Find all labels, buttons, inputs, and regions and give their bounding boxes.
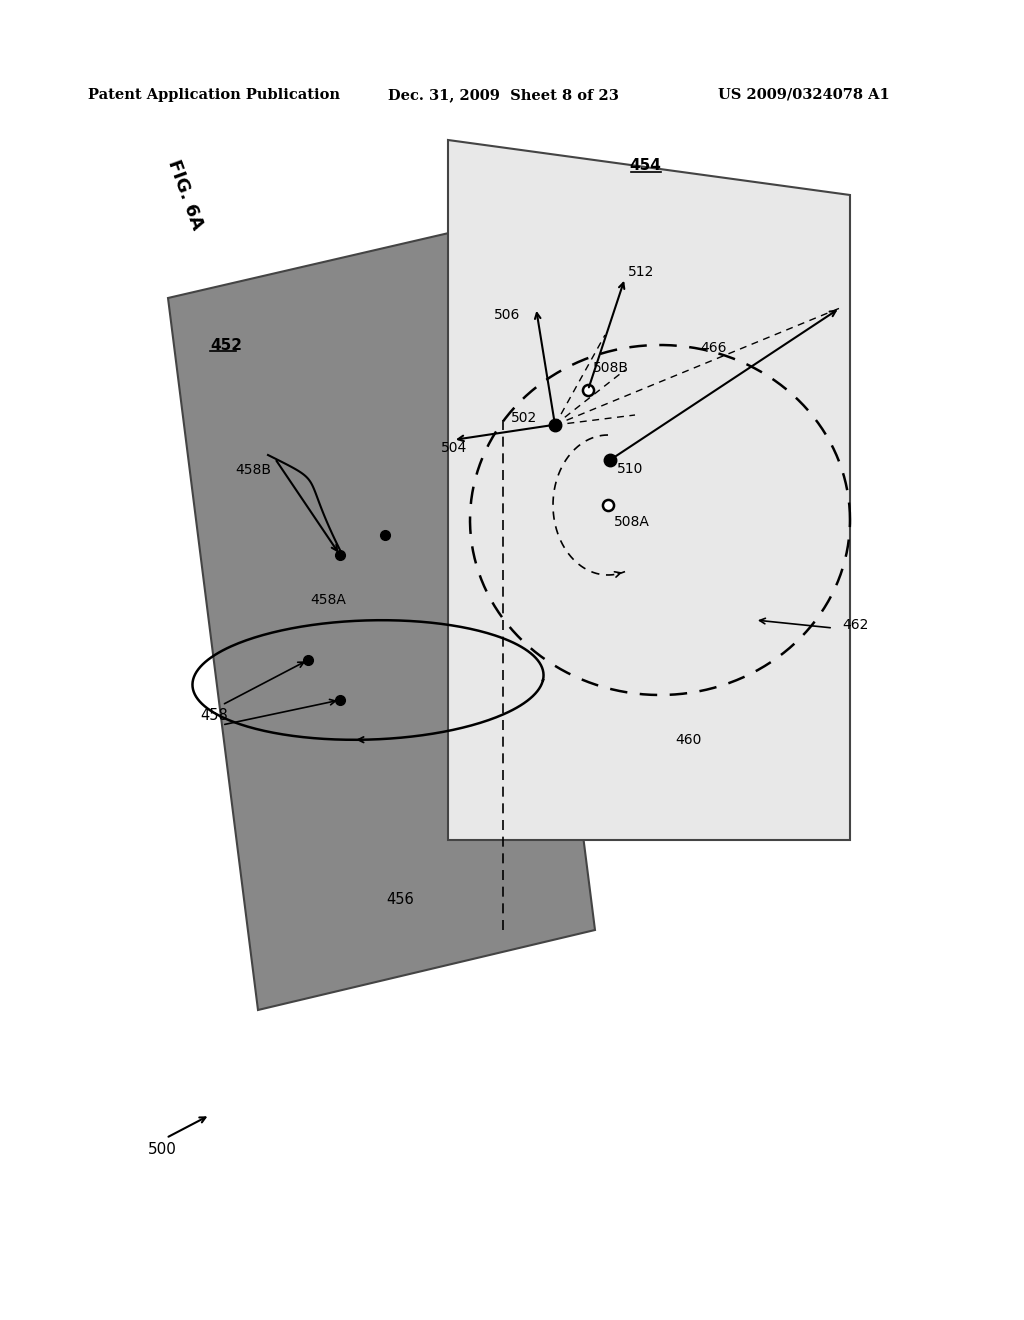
Text: 510: 510 [617,462,643,477]
Text: 458: 458 [200,708,227,722]
Text: 504: 504 [440,441,467,455]
Text: FIG. 6A: FIG. 6A [164,157,206,232]
Polygon shape [449,140,850,840]
Text: 508A: 508A [614,515,650,529]
Text: 466: 466 [700,341,726,355]
Polygon shape [168,220,595,1010]
Text: 458B: 458B [234,463,271,477]
Text: 454: 454 [629,157,660,173]
Text: 508B: 508B [593,360,629,375]
Text: 506: 506 [494,308,520,322]
Text: 502: 502 [511,411,537,425]
Text: 456: 456 [386,892,414,908]
Text: 458A: 458A [310,593,346,607]
Text: Patent Application Publication: Patent Application Publication [88,88,340,102]
Text: 462: 462 [842,618,868,632]
Text: 460: 460 [675,733,701,747]
Text: 512: 512 [628,265,654,279]
Text: 452: 452 [210,338,242,352]
Text: 500: 500 [148,1143,177,1158]
Text: US 2009/0324078 A1: US 2009/0324078 A1 [718,88,890,102]
Text: Dec. 31, 2009  Sheet 8 of 23: Dec. 31, 2009 Sheet 8 of 23 [388,88,618,102]
